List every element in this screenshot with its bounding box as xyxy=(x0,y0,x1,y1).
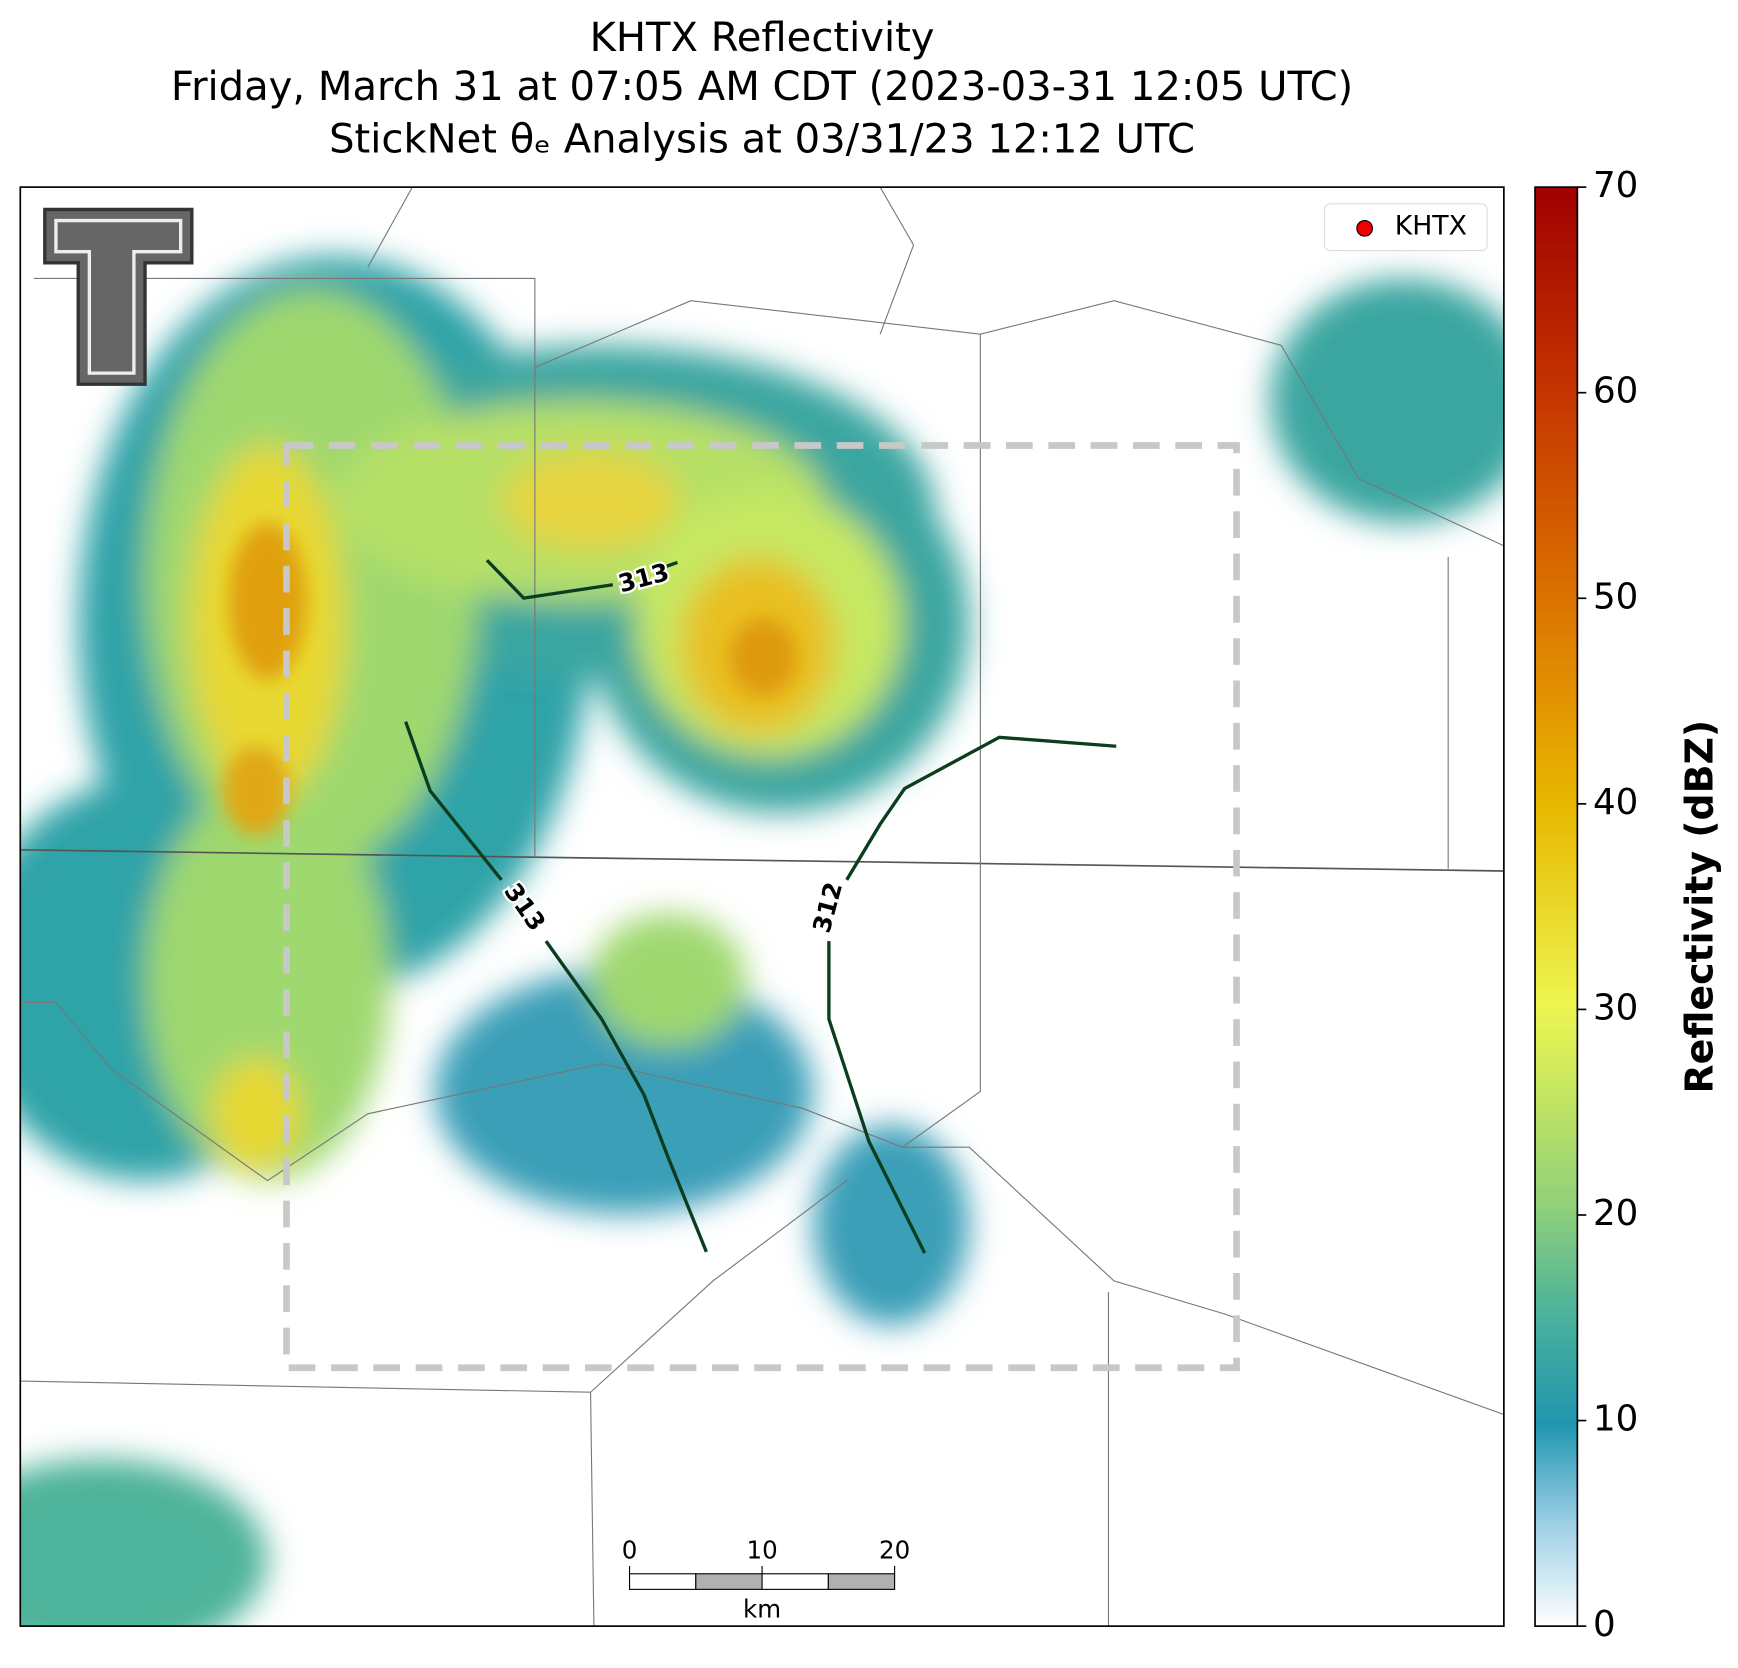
map-frame xyxy=(19,186,1505,1627)
colorbar-tick-label: 20 xyxy=(1593,1193,1638,1234)
scale-bar-unit: km xyxy=(743,1595,781,1624)
theta-e-contours xyxy=(404,559,1117,1254)
legend-marker xyxy=(1356,219,1373,237)
colorbar-tick-label: 40 xyxy=(1593,782,1638,823)
scale-bar-segment xyxy=(628,1573,697,1590)
county-borders xyxy=(20,187,1504,1627)
title-block: KHTX Reflectivity Friday, March 31 at 07… xyxy=(171,15,1353,162)
scale-bar-segment xyxy=(827,1573,896,1590)
scale-bar-segment xyxy=(695,1573,763,1590)
scale-bar-segment xyxy=(761,1573,829,1590)
analysis-domain-box xyxy=(283,442,1240,1372)
colorbar-tick-label: 10 xyxy=(1593,1399,1638,1440)
colorbar xyxy=(1534,186,1579,1627)
tt-logo xyxy=(43,207,194,386)
title-line: Friday, March 31 at 07:05 AM CDT (2023-0… xyxy=(171,64,1353,110)
colorbar-ticks: 0 10 20 30 40 50 60 70 xyxy=(1577,165,1638,1645)
legend-label: KHTX xyxy=(1395,211,1467,242)
colorbar-tick-label: 60 xyxy=(1593,371,1638,412)
radar-echoes xyxy=(20,256,1504,1627)
title-line: StickNet θₑ Analysis at 03/31/23 12:12 U… xyxy=(329,116,1195,162)
scale-bar-tick-label: 20 xyxy=(879,1536,910,1565)
scale-bar-tick-label: 0 xyxy=(622,1536,638,1565)
scale-bar: 0 10 20 km xyxy=(622,1536,910,1624)
colorbar-tick-label: 0 xyxy=(1593,1604,1616,1645)
legend: KHTX xyxy=(1323,203,1488,252)
title-line: KHTX Reflectivity xyxy=(590,15,935,61)
colorbar-tick-label: 50 xyxy=(1593,576,1638,617)
legend-box xyxy=(1323,203,1488,252)
colorbar-tick-label: 30 xyxy=(1593,987,1638,1028)
radar-cores xyxy=(223,523,797,836)
colorbar-label: Reflectivity (dBZ) xyxy=(1678,720,1722,1094)
colorbar-tick-label: 70 xyxy=(1593,165,1638,206)
scale-bar-tick-label: 10 xyxy=(746,1536,777,1565)
